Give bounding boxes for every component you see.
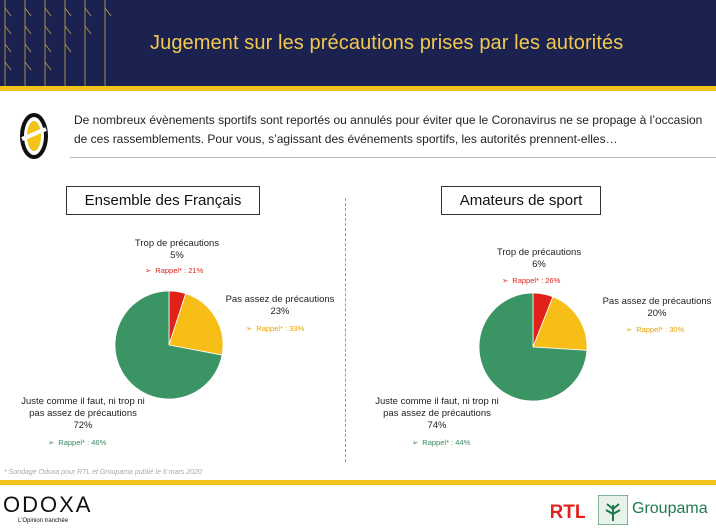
slice-pct: 74% xyxy=(427,420,447,431)
header-banner: Jugement sur les précautions prises par … xyxy=(0,0,716,86)
rappel-juste-amateurs: ➢ Rappel* : 44% xyxy=(412,438,471,447)
label-juste-ensemble: Juste comme il faut, ni trop ni pas asse… xyxy=(8,396,158,432)
section-title-ensemble: Ensemble des Français xyxy=(66,186,260,215)
pie-slice-yellow xyxy=(532,296,588,351)
label-pas-assez-ensemble: Pas assez de précautions 23% xyxy=(220,294,340,318)
pie-chart-amateurs xyxy=(478,292,588,402)
rappel-pas-assez-amateurs: ➢ Rappel* : 30% xyxy=(626,325,685,334)
question-text: De nombreux évènements sportifs sont rep… xyxy=(74,113,703,146)
section-title-amateurs: Amateurs de sport xyxy=(441,186,601,215)
svg-text:RTL: RTL xyxy=(551,502,585,522)
slice-pct: 72% xyxy=(73,420,93,431)
groupama-icon xyxy=(598,495,628,525)
rappel-trop-ensemble: ➢ Rappel* : 21% xyxy=(145,266,204,275)
page-title: Jugement sur les précautions prises par … xyxy=(150,32,624,54)
pie-slice-yellow xyxy=(168,293,224,356)
label-trop-ensemble: Trop de précautions 5% xyxy=(118,238,236,262)
label-trop-amateurs: Trop de précautions 6% xyxy=(480,247,598,271)
label-juste-amateurs: Juste comme il faut, ni trop ni pas asse… xyxy=(362,396,512,432)
rappel-juste-ensemble: ➢ Rappel* : 46% xyxy=(48,438,107,447)
groupama-logo: Groupama xyxy=(632,500,708,517)
odoxa-tagline: L’Opinion tranchée xyxy=(18,518,69,524)
pie-slice-green xyxy=(114,290,223,400)
slice-pct: 23% xyxy=(270,306,290,317)
odoxa-logo: ODOXA xyxy=(3,492,93,517)
question-divider xyxy=(70,157,716,158)
slice-label: Trop de précautions xyxy=(134,238,220,249)
pie-chart-ensemble xyxy=(114,290,224,400)
footer-gold-bar xyxy=(0,480,716,485)
question-icon xyxy=(20,113,48,159)
pie-slice-green xyxy=(478,292,588,402)
slice-label: Trop de précautions xyxy=(496,247,582,258)
footnote: * Sondage Odoxa pour RTL et Groupama pub… xyxy=(4,469,202,476)
slice-pct: 5% xyxy=(170,250,184,261)
label-pas-assez-amateurs: Pas assez de précautions 20% xyxy=(598,296,716,320)
rappel-pas-assez-ensemble: ➢ Rappel* : 33% xyxy=(246,324,305,333)
slice-label: Pas assez de précautions xyxy=(602,296,712,307)
rtl-logo: RTL xyxy=(551,498,585,522)
vertical-divider xyxy=(345,198,346,462)
header-pattern xyxy=(4,0,112,86)
slice-pct: 6% xyxy=(532,259,546,270)
header-gold-bar xyxy=(0,86,716,91)
rappel-trop-amateurs: ➢ Rappel* : 26% xyxy=(502,276,561,285)
slice-label: Pas assez de précautions xyxy=(225,294,335,305)
slice-pct: 20% xyxy=(647,308,667,319)
